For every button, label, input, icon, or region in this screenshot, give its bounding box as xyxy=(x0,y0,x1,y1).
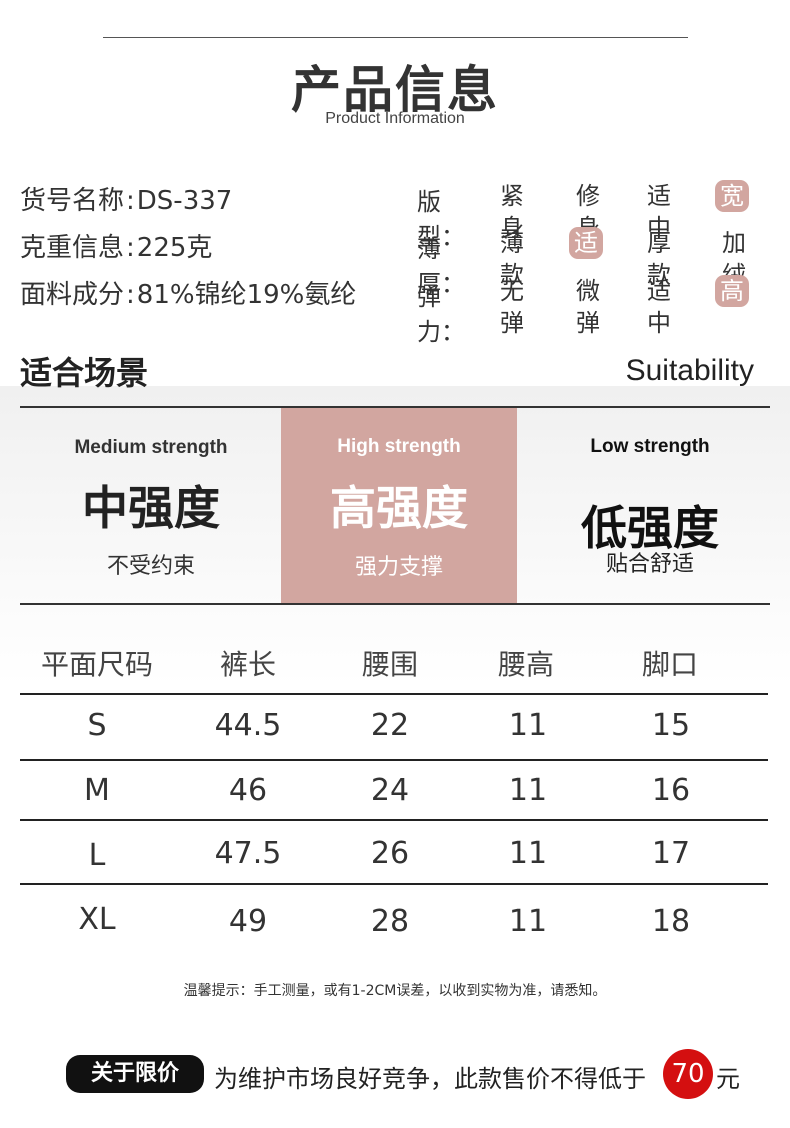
option-item: 紧身 xyxy=(500,182,524,242)
option-item: 无弹 xyxy=(500,277,524,337)
info-colon: : xyxy=(126,186,135,216)
table-rule xyxy=(20,759,768,761)
price-amount: 70 xyxy=(663,1049,713,1099)
option-item-selected: 宽松 xyxy=(715,180,749,242)
table-cell: 11 xyxy=(508,708,548,743)
option-item: 微弹 xyxy=(576,277,600,337)
suitability-title: 适合场景 xyxy=(20,354,149,392)
strength-medium-cn: 中强度 xyxy=(82,481,220,535)
info-label: 面料成分 xyxy=(20,280,125,310)
option-label: 版型： xyxy=(417,188,465,251)
table-cell: 22 xyxy=(370,708,410,743)
table-cell: XL xyxy=(78,902,116,937)
table-header-hem: 脚口 xyxy=(641,648,698,681)
table-cell: 26 xyxy=(370,836,410,871)
info-value: DS-337 xyxy=(136,186,233,216)
table-cell: 17 xyxy=(651,836,691,871)
strength-medium-sub: 不受约束 xyxy=(106,554,195,579)
option-label: 弹力： xyxy=(417,283,465,346)
table-header-waist: 腰围 xyxy=(361,648,418,681)
option-item: 加绒 xyxy=(722,229,746,289)
info-label: 克重信息 xyxy=(20,233,125,263)
option-item: 厚款 xyxy=(647,229,671,289)
info-value: 225克 xyxy=(136,233,213,263)
table-cell: 47.5 xyxy=(214,836,282,871)
info-value: 81%锦纶19%氨纶 xyxy=(136,280,357,310)
table-cell: 11 xyxy=(508,773,548,808)
suitability-top-rule xyxy=(20,406,770,408)
high-strength-highlight xyxy=(281,408,517,603)
info-colon: : xyxy=(126,233,135,263)
table-cell: S xyxy=(87,708,107,743)
info-label: 货号名称 xyxy=(20,186,125,216)
info-row-fabric: 面料成分:81%锦纶19%氨纶 xyxy=(20,274,356,311)
price-limit-text: 为维护市场良好竞争，此款售价不得低于 xyxy=(214,1065,646,1093)
table-cell: 24 xyxy=(370,773,410,808)
table-cell: L xyxy=(88,838,106,873)
strength-high-en: High strength xyxy=(337,436,461,457)
table-cell: 49 xyxy=(228,904,268,939)
page-title: 产品信息 xyxy=(291,61,499,119)
option-item: 适中 xyxy=(647,182,671,242)
table-cell: 11 xyxy=(508,836,548,871)
strength-low-sub: 贴合舒适 xyxy=(605,552,694,577)
table-header-length: 裤长 xyxy=(219,648,276,681)
suitability-bottom-rule xyxy=(20,603,770,605)
table-header-rise: 腰高 xyxy=(497,648,554,681)
table-rule xyxy=(20,693,768,695)
table-rule xyxy=(20,819,768,821)
table-cell: 28 xyxy=(370,904,410,939)
suitability-title-en: Suitability xyxy=(625,354,754,387)
info-row-sku: 货号名称:DS-337 xyxy=(20,180,232,217)
strength-low-cn: 低强度 xyxy=(581,501,719,555)
option-item: 修身 xyxy=(576,182,600,242)
option-item-selected: 高弹 xyxy=(715,275,749,337)
strength-high-sub: 强力支撑 xyxy=(354,555,443,580)
option-item-selected: 适中 xyxy=(569,227,603,289)
table-cell: 46 xyxy=(228,773,268,808)
table-cell: 16 xyxy=(651,773,691,808)
table-cell: 18 xyxy=(651,904,691,939)
measurement-note: 温馨提示：手工测量，或有1-2CM误差，以收到实物为准，请悉知。 xyxy=(183,983,607,999)
strength-medium-en: Medium strength xyxy=(74,437,228,458)
option-item: 薄款 xyxy=(500,229,524,289)
option-label: 薄厚： xyxy=(417,235,465,298)
price-unit: 元 xyxy=(716,1065,740,1093)
strength-high-cn: 高强度 xyxy=(330,481,468,535)
table-header-size: 平面尺码 xyxy=(40,648,153,681)
option-item: 适中 xyxy=(647,277,671,337)
table-cell: 44.5 xyxy=(214,708,282,743)
info-row-weight: 克重信息:225克 xyxy=(20,227,212,264)
info-colon: : xyxy=(126,280,135,310)
price-limit-badge: 关于限价 xyxy=(66,1055,204,1093)
strength-low-en: Low strength xyxy=(590,436,710,457)
top-divider xyxy=(103,37,688,38)
table-cell: 11 xyxy=(508,904,548,939)
table-cell: 15 xyxy=(651,708,691,743)
table-cell: M xyxy=(84,773,110,808)
page-subtitle: Product Information xyxy=(325,110,465,127)
table-rule xyxy=(20,883,768,885)
